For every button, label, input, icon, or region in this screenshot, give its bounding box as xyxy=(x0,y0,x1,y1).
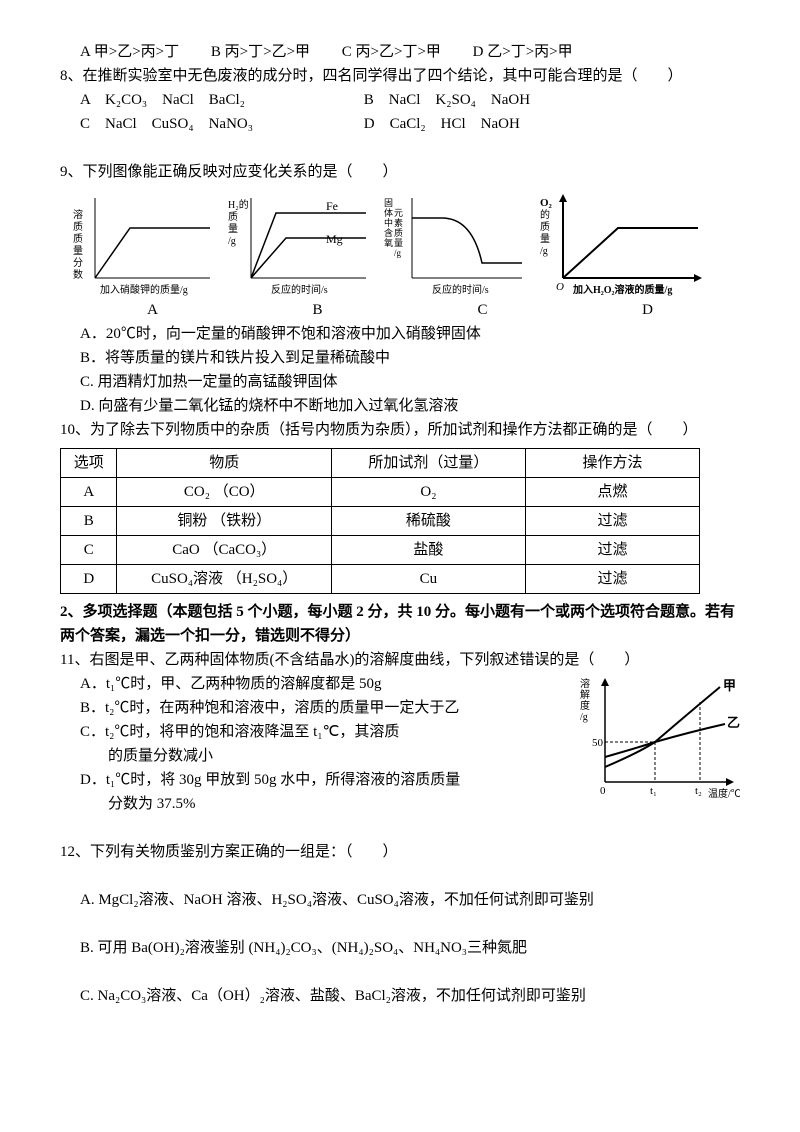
q10-stem: 10、为了除去下列物质中的杂质（括号内物质为杂质），所加试剂和操作方法都正确的是… xyxy=(60,418,740,442)
svg-text:H₂的: H₂的 xyxy=(228,198,249,211)
svg-text:/g: /g xyxy=(228,236,236,247)
th-0: 选项 xyxy=(61,449,117,478)
q12-stem: 12、下列有关物质鉴别方案正确的一组是：（ ） xyxy=(60,840,740,864)
q12-c: C. Na₂CO₃溶液、Ca（OH）₂溶液、盐酸、BaCl₂溶液，不加任何试剂即… xyxy=(60,984,740,1008)
svg-text:质: 质 xyxy=(73,233,83,245)
svg-text:中: 中 xyxy=(384,217,393,228)
q11-svg: 50 甲 乙 0 t₁ t₂ 温度/℃ 溶 解 度 /g xyxy=(580,672,740,802)
chart-a-svg: 溶 质 质 量 分 数 加入硝酸钾的质量/g xyxy=(70,188,220,298)
svg-text:量: 量 xyxy=(394,238,403,248)
chart-a: 溶 质 质 量 分 数 加入硝酸钾的质量/g xyxy=(70,188,220,298)
svg-text:温度/℃: 温度/℃ xyxy=(708,787,740,800)
q9-sub-a: A．20℃时，向一定量的硝酸钾不饱和溶液中加入硝酸钾固体 xyxy=(80,322,740,346)
svg-text:元: 元 xyxy=(394,208,403,218)
svg-text:t₁: t₁ xyxy=(650,785,657,797)
svg-text:/g: /g xyxy=(394,248,402,258)
chart-c: 固 体 中 含 氧 元 素 质 量 /g 反应的时间/s xyxy=(382,188,532,298)
q8-opt-b: B NaCl K₂SO₄ NaOH xyxy=(364,92,530,108)
svg-text:含: 含 xyxy=(384,227,393,238)
svg-text:量: 量 xyxy=(228,223,238,235)
q9-stem: 9、下列图像能正确反映对应变化关系的是（ ） xyxy=(60,160,740,184)
svg-text:氧: 氧 xyxy=(384,237,393,248)
q11-yi: 乙 xyxy=(727,715,740,730)
q11-block: 11、右图是甲、乙两种固体物质(不含结晶水)的溶解度曲线，下列叙述错误的是（ ）… xyxy=(60,648,740,816)
q7-opt-d: D 乙>丁>丙>甲 xyxy=(473,44,573,60)
chart-b-xlabel: 反应的时间/s xyxy=(271,283,328,296)
svg-text:体: 体 xyxy=(384,207,393,218)
q12-b: B. 可用 Ba(OH)₂溶液鉴别 (NH₄)₂CO₃、(NH₄)₂SO₄、NH… xyxy=(60,936,740,960)
svg-text:t₂: t₂ xyxy=(695,785,702,797)
svg-text:质: 质 xyxy=(394,227,403,238)
table-row: CCaO （CaCO₃）盐酸过滤 xyxy=(61,536,700,565)
table-row: ACO₂ （CO）O₂点燃 xyxy=(61,478,700,507)
q8-stem: 8、在推断实验室中无色废液的成分时，四名同学得出了四个结论，其中可能合理的是（ … xyxy=(60,64,740,88)
q11-stem: 11、右图是甲、乙两种固体物质(不含结晶水)的溶解度曲线，下列叙述错误的是（ ） xyxy=(60,648,740,672)
svg-text:的: 的 xyxy=(540,208,550,221)
th-2: 所加试剂（过量） xyxy=(331,449,525,478)
chart-b-svg: Fe Mg H₂的 质 量 /g 反应的时间/s xyxy=(226,188,376,298)
q7-opt-b: B 丙>丁>乙>甲 xyxy=(211,44,310,60)
svg-text:素: 素 xyxy=(394,217,403,228)
chart-d-xlabel: 加入H₂O₂溶液的质量/g xyxy=(572,283,672,296)
q9-chart-labels: A B C D xyxy=(70,298,730,322)
table-row: B铜粉 （铁粉）稀硫酸过滤 xyxy=(61,507,700,536)
q12-a: A. MgCl₂溶液、NaOH 溶液、H₂SO₄溶液、CuSO₄溶液，不加任何试… xyxy=(60,888,740,912)
chart-c-svg: 固 体 中 含 氧 元 素 质 量 /g 反应的时间/s xyxy=(382,188,532,298)
q8-opt-c: C NaCl CuSO₄ NaNO₃ xyxy=(80,112,360,136)
svg-text:质: 质 xyxy=(540,221,550,233)
q10-table: 选项 物质 所加试剂（过量） 操作方法 ACO₂ （CO）O₂点燃 B铜粉 （铁… xyxy=(60,448,700,594)
section-note: 2、多项选择题（本题包括 5 个小题，每小题 2 分，共 10 分。每小题有一个… xyxy=(60,604,735,644)
q9-label-a: A xyxy=(70,298,235,322)
q11-jia: 甲 xyxy=(723,678,736,693)
svg-text:数: 数 xyxy=(73,268,83,281)
svg-text:O₂: O₂ xyxy=(540,197,553,209)
svg-text:O: O xyxy=(556,281,564,293)
svg-text:/g: /g xyxy=(540,246,548,257)
svg-text:质: 质 xyxy=(228,211,238,223)
svg-text:质: 质 xyxy=(73,221,83,233)
chart-d-svg: O₂ 的 质 量 /g O 加入H₂O₂溶液的质量/g xyxy=(538,188,708,298)
svg-text:固: 固 xyxy=(384,198,393,208)
q9-charts: 溶 质 质 量 分 数 加入硝酸钾的质量/g Fe Mg H₂的 质 量 /g … xyxy=(70,188,740,298)
chart-b-mg: Mg xyxy=(326,232,343,246)
q7-opt-c: C 丙>乙>丁>甲 xyxy=(342,44,441,60)
svg-text:度: 度 xyxy=(580,699,590,712)
q11-graph: 50 甲 乙 0 t₁ t₂ 温度/℃ 溶 解 度 /g xyxy=(580,672,740,802)
svg-text:解: 解 xyxy=(580,688,590,701)
chart-c-xlabel: 反应的时间/s xyxy=(432,283,489,296)
chart-b: Fe Mg H₂的 质 量 /g 反应的时间/s xyxy=(226,188,376,298)
svg-text:溶: 溶 xyxy=(580,677,590,690)
q9-label-b: B xyxy=(235,298,400,322)
th-3: 操作方法 xyxy=(525,449,699,478)
q7-opt-a: A 甲>乙>丙>丁 xyxy=(80,44,179,60)
svg-text:0: 0 xyxy=(600,785,606,797)
chart-b-fe: Fe xyxy=(326,199,338,213)
q9-sub-b: B．将等质量的镁片和铁片投入到足量稀硫酸中 xyxy=(80,346,740,370)
q9-sub-d: D. 向盛有少量二氧化锰的烧杯中不断地加入过氧化氢溶液 xyxy=(80,394,740,418)
q8-options: A K₂CO₃ NaCl BaCl₂ B NaCl K₂SO₄ NaOH C N… xyxy=(60,88,740,136)
chart-a-xlabel: 加入硝酸钾的质量/g xyxy=(100,283,188,296)
q9-sub: A．20℃时，向一定量的硝酸钾不饱和溶液中加入硝酸钾固体 B．将等质量的镁片和铁… xyxy=(60,322,740,418)
q9-sub-c: C. 用酒精灯加热一定量的高锰酸钾固体 xyxy=(80,370,740,394)
svg-text:/g: /g xyxy=(580,712,588,723)
svg-text:量: 量 xyxy=(73,245,83,257)
svg-text:分: 分 xyxy=(73,257,83,269)
chart-a-ylabel: 溶 xyxy=(73,208,83,221)
table-row: DCuSO₄溶液 （H₂SO₄）Cu过滤 xyxy=(61,565,700,594)
q9-label-d: D xyxy=(565,298,730,322)
q8-opt-d: D CaCl₂ HCl NaOH xyxy=(364,116,520,132)
q7-options: A 甲>乙>丙>丁 B 丙>丁>乙>甲 C 丙>乙>丁>甲 D 乙>丁>丙>甲 xyxy=(60,40,740,64)
th-1: 物质 xyxy=(117,449,331,478)
q11-y50: 50 xyxy=(592,737,604,749)
q8-opt-a: A K₂CO₃ NaCl BaCl₂ xyxy=(80,88,360,112)
q9-label-c: C xyxy=(400,298,565,322)
chart-d: O₂ 的 质 量 /g O 加入H₂O₂溶液的质量/g xyxy=(538,188,708,298)
table-header-row: 选项 物质 所加试剂（过量） 操作方法 xyxy=(61,449,700,478)
svg-text:量: 量 xyxy=(540,233,550,245)
